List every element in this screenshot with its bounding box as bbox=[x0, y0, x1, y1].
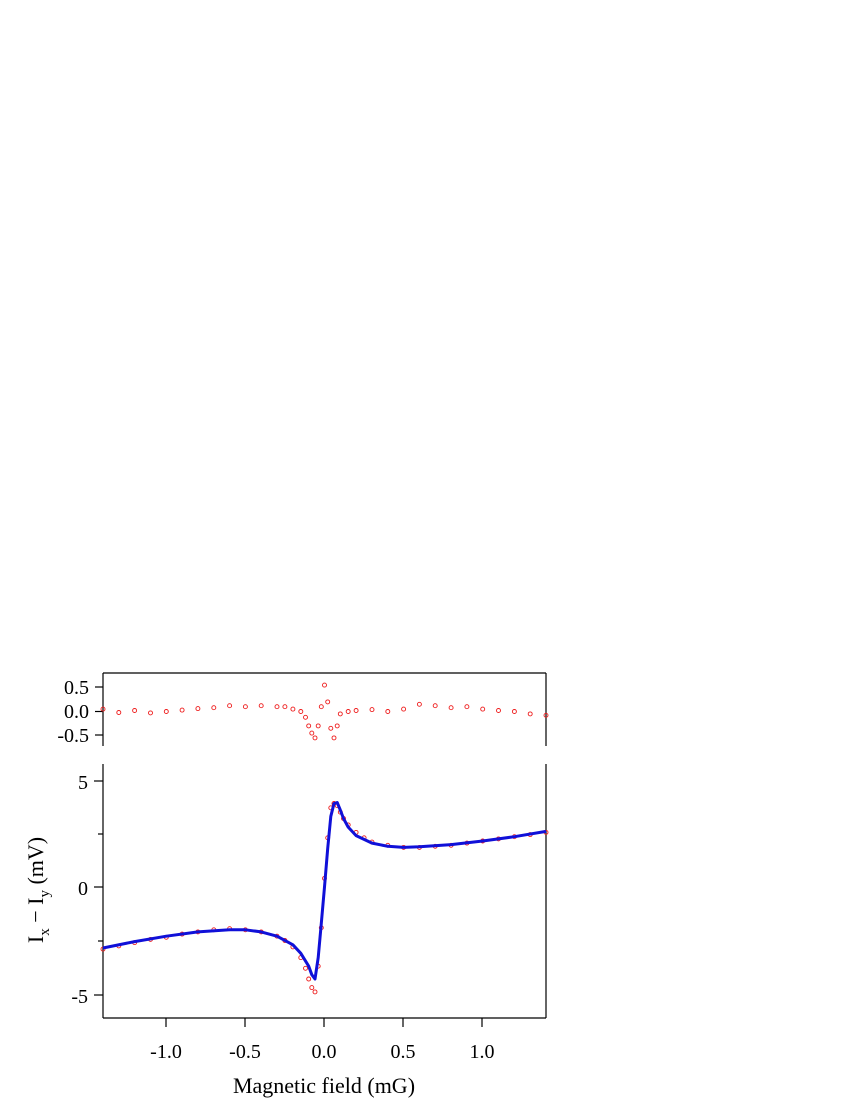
x-axis-title: Magnetic field (mG) bbox=[233, 1073, 415, 1098]
residual-point bbox=[416, 701, 422, 707]
fit-line bbox=[102, 801, 547, 981]
main-fit-group bbox=[102, 801, 547, 981]
residual-point bbox=[148, 710, 153, 716]
y-axis-title-sub-y: y bbox=[37, 890, 53, 898]
residual-point bbox=[242, 704, 248, 710]
residual-point bbox=[464, 704, 470, 710]
residual-point bbox=[331, 735, 337, 741]
residual-point bbox=[432, 703, 438, 709]
residual-point bbox=[543, 712, 549, 718]
data-point bbox=[303, 965, 308, 971]
residual-point bbox=[480, 706, 486, 712]
y-axis-title-main-2: I bbox=[23, 898, 48, 905]
main-ytick-label: 5 bbox=[78, 772, 88, 794]
residual-point bbox=[163, 709, 169, 714]
y-axis-title-minus: − bbox=[23, 905, 48, 928]
residual-point bbox=[527, 711, 533, 717]
y-axis-title-main: I bbox=[23, 936, 48, 943]
residual-point bbox=[448, 705, 454, 711]
y-axis-title-sub-x: x bbox=[37, 928, 53, 936]
data-point bbox=[309, 985, 315, 991]
main-xtick-label: 0.5 bbox=[391, 1041, 416, 1063]
main-xtick-label: -1.0 bbox=[150, 1041, 182, 1063]
residual-point bbox=[258, 703, 264, 709]
residual-point bbox=[318, 704, 324, 710]
data-point bbox=[306, 976, 312, 982]
residual-point bbox=[179, 707, 185, 713]
residual-panel: 0.5 0.0 -0.5 bbox=[57, 672, 549, 747]
residual-point bbox=[282, 704, 288, 710]
residual-point bbox=[298, 709, 304, 714]
residual-point bbox=[337, 711, 343, 717]
residual-point bbox=[116, 710, 122, 715]
residual-point bbox=[369, 707, 375, 713]
residual-ytick-label: -0.5 bbox=[57, 725, 89, 747]
residual-point bbox=[132, 708, 138, 713]
residual-point bbox=[211, 705, 217, 711]
y-axis-title: Ix − Iy (mV) bbox=[23, 837, 53, 943]
residual-point bbox=[511, 709, 517, 714]
residual-point bbox=[334, 723, 340, 729]
residual-point bbox=[274, 704, 280, 710]
residual-point bbox=[309, 730, 315, 736]
main-xtick-label: 0.0 bbox=[312, 1041, 337, 1063]
residual-point bbox=[227, 703, 233, 709]
residual-point bbox=[496, 708, 501, 713]
residual-point bbox=[345, 709, 351, 714]
residual-point bbox=[303, 714, 308, 720]
residual-point bbox=[290, 706, 296, 712]
residual-point bbox=[312, 735, 318, 741]
residual-point bbox=[401, 706, 407, 712]
residual-point bbox=[306, 723, 312, 729]
residual-point bbox=[195, 706, 201, 712]
y-axis-title-unit: (mV) bbox=[23, 837, 48, 890]
residual-point bbox=[385, 709, 391, 714]
residual-ytick-label: 0.5 bbox=[64, 677, 89, 699]
main-xtick-label: 1.0 bbox=[470, 1041, 495, 1063]
residual-point bbox=[325, 699, 331, 705]
main-xtick-label: -0.5 bbox=[229, 1041, 261, 1063]
residual-point bbox=[100, 706, 106, 712]
main-ytick-label: 0 bbox=[78, 878, 88, 900]
residual-markers bbox=[100, 682, 549, 741]
residual-point bbox=[353, 708, 359, 713]
main-panel: 5 0 -5 -1.0 -0.5 0.0 0.5 1.0 Magnetic fi… bbox=[23, 764, 549, 1098]
residual-point bbox=[315, 723, 321, 729]
residual-point bbox=[328, 725, 334, 731]
residual-ytick-label: 0.0 bbox=[64, 701, 89, 723]
data-point bbox=[312, 989, 318, 995]
residual-point bbox=[322, 682, 327, 688]
main-ytick-label: -5 bbox=[71, 986, 88, 1008]
